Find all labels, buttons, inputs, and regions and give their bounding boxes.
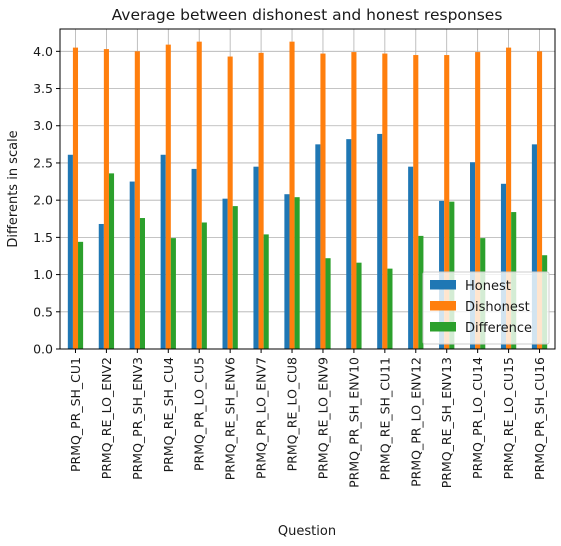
bar-honest-11: [377, 133, 383, 349]
bar-dishonest-8: [289, 41, 295, 350]
y-tick-label: 3.5: [33, 81, 53, 96]
bar-dishonest-5: [196, 41, 202, 350]
y-tick-label: 4.0: [33, 44, 53, 59]
bar-honest-9: [315, 144, 321, 349]
y-tick-label: 3.0: [33, 118, 53, 133]
bar-honest-7: [253, 166, 259, 349]
legend-label-honest: Honest: [465, 279, 511, 294]
y-tick-label: 2.5: [33, 155, 53, 170]
bar-honest-3: [129, 181, 135, 349]
bar-difference-10: [356, 262, 362, 349]
bar-honest-5: [191, 168, 197, 349]
bar-difference-9: [325, 258, 331, 349]
bar-dishonest-13: [444, 55, 450, 350]
x-tick-label: PRMQ_PR_SH_ENV3: [130, 357, 145, 480]
x-tick-label: PRMQ_PR_LO_CU14: [470, 357, 485, 479]
bar-dishonest-3: [134, 51, 140, 349]
x-tick-label: PRMQ_RE_LO_ENV2: [99, 357, 114, 479]
y-axis-label: Differents in scale: [6, 130, 21, 247]
bar-honest-15: [500, 183, 507, 349]
x-tick-label: PRMQ_RE_LO_ENV9: [315, 357, 330, 479]
x-tick-label: PRMQ_PR_SH_ENV10: [346, 357, 361, 488]
x-tick-label: PRMQ_RE_LO_CU8: [285, 357, 300, 471]
bar-dishonest-15: [506, 47, 512, 350]
bar-honest-4: [160, 154, 166, 349]
x-tick-label: PRMQ_RE_SH_CU4: [161, 357, 176, 472]
bar-difference-5: [201, 222, 207, 349]
bar-honest-2: [98, 223, 104, 349]
bar-difference-3: [139, 218, 145, 349]
bar-honest-6: [222, 198, 228, 349]
y-tick-label: 2.0: [33, 193, 53, 208]
bar-dishonest-11: [382, 53, 388, 350]
x-tick-label: PRMQ_PR_LO_ENV7: [254, 357, 269, 479]
bar-dishonest-10: [351, 52, 357, 350]
x-axis-label: Question: [278, 524, 336, 539]
bar-difference-12: [418, 235, 424, 349]
bars: [67, 41, 548, 350]
x-axis-ticks: PRMQ_PR_SH_CU1 PRMQ_RE_LO_ENV2 PRMQ_PR_SH_…: [68, 349, 547, 488]
bar-difference-2: [108, 173, 115, 349]
bar-difference-8: [294, 197, 300, 349]
bar-dishonest-7: [258, 52, 264, 349]
bar-honest-12: [408, 166, 414, 349]
bar-difference-6: [232, 206, 238, 349]
bar-dishonest-1: [72, 47, 79, 350]
legend: Honest Dishonest Difference: [422, 271, 550, 345]
y-tick-label: 1.0: [33, 267, 53, 282]
bar-dishonest-9: [320, 53, 326, 350]
x-tick-label: PRMQ_PR_LO_CU5: [192, 357, 207, 471]
x-tick-label: PRMQ_RE_SH_CU11: [377, 357, 392, 480]
bar-dishonest-14: [475, 52, 481, 350]
x-tick-label: PRMQ_RE_LO_CU15: [501, 357, 516, 479]
y-tick-label: 0.0: [33, 342, 53, 357]
bar-dishonest-6: [227, 56, 233, 350]
bar-honest-10: [346, 139, 352, 349]
bar-difference-11: [387, 268, 393, 349]
legend-swatch-dishonest: [430, 301, 456, 311]
legend-swatch-honest: [430, 280, 456, 290]
chart-title: Average between dishonest and honest res…: [112, 6, 503, 24]
bar-difference-7: [263, 234, 269, 349]
y-tick-label: 0.5: [33, 304, 53, 319]
legend-label-difference: Difference: [465, 321, 532, 336]
bar-difference-4: [170, 238, 176, 349]
x-tick-label: PRMQ_PR_LO_ENV12: [408, 357, 423, 487]
x-tick-label: PRMQ_RE_SH_ENV6: [223, 357, 238, 480]
bar-honest-14: [470, 162, 476, 349]
bar-dishonest-2: [103, 49, 109, 350]
bar-honest-1: [67, 154, 73, 349]
plot-frame: [59, 28, 556, 350]
bar-dishonest-12: [413, 55, 419, 350]
x-tick-label: PRMQ_PR_SH_CU1: [68, 357, 83, 472]
legend-swatch-difference: [430, 322, 456, 332]
bar-honest-16: [531, 144, 537, 349]
bar-dishonest-16: [536, 51, 543, 349]
y-tick-label: 1.5: [33, 230, 53, 245]
legend-label-dishonest: Dishonest: [465, 300, 530, 315]
y-axis-ticks: 0.0 0.5 1.0 1.5 2.0 2.5 3.0 3.5 4.0: [33, 44, 60, 357]
bar-difference-1: [78, 241, 84, 349]
x-tick-label: PRMQ_PR_SH_CU16: [532, 357, 547, 480]
x-tick-label: PRMQ_RE_SH_ENV13: [439, 357, 454, 488]
bar-honest-8: [284, 194, 290, 349]
bar-dishonest-4: [165, 44, 171, 350]
